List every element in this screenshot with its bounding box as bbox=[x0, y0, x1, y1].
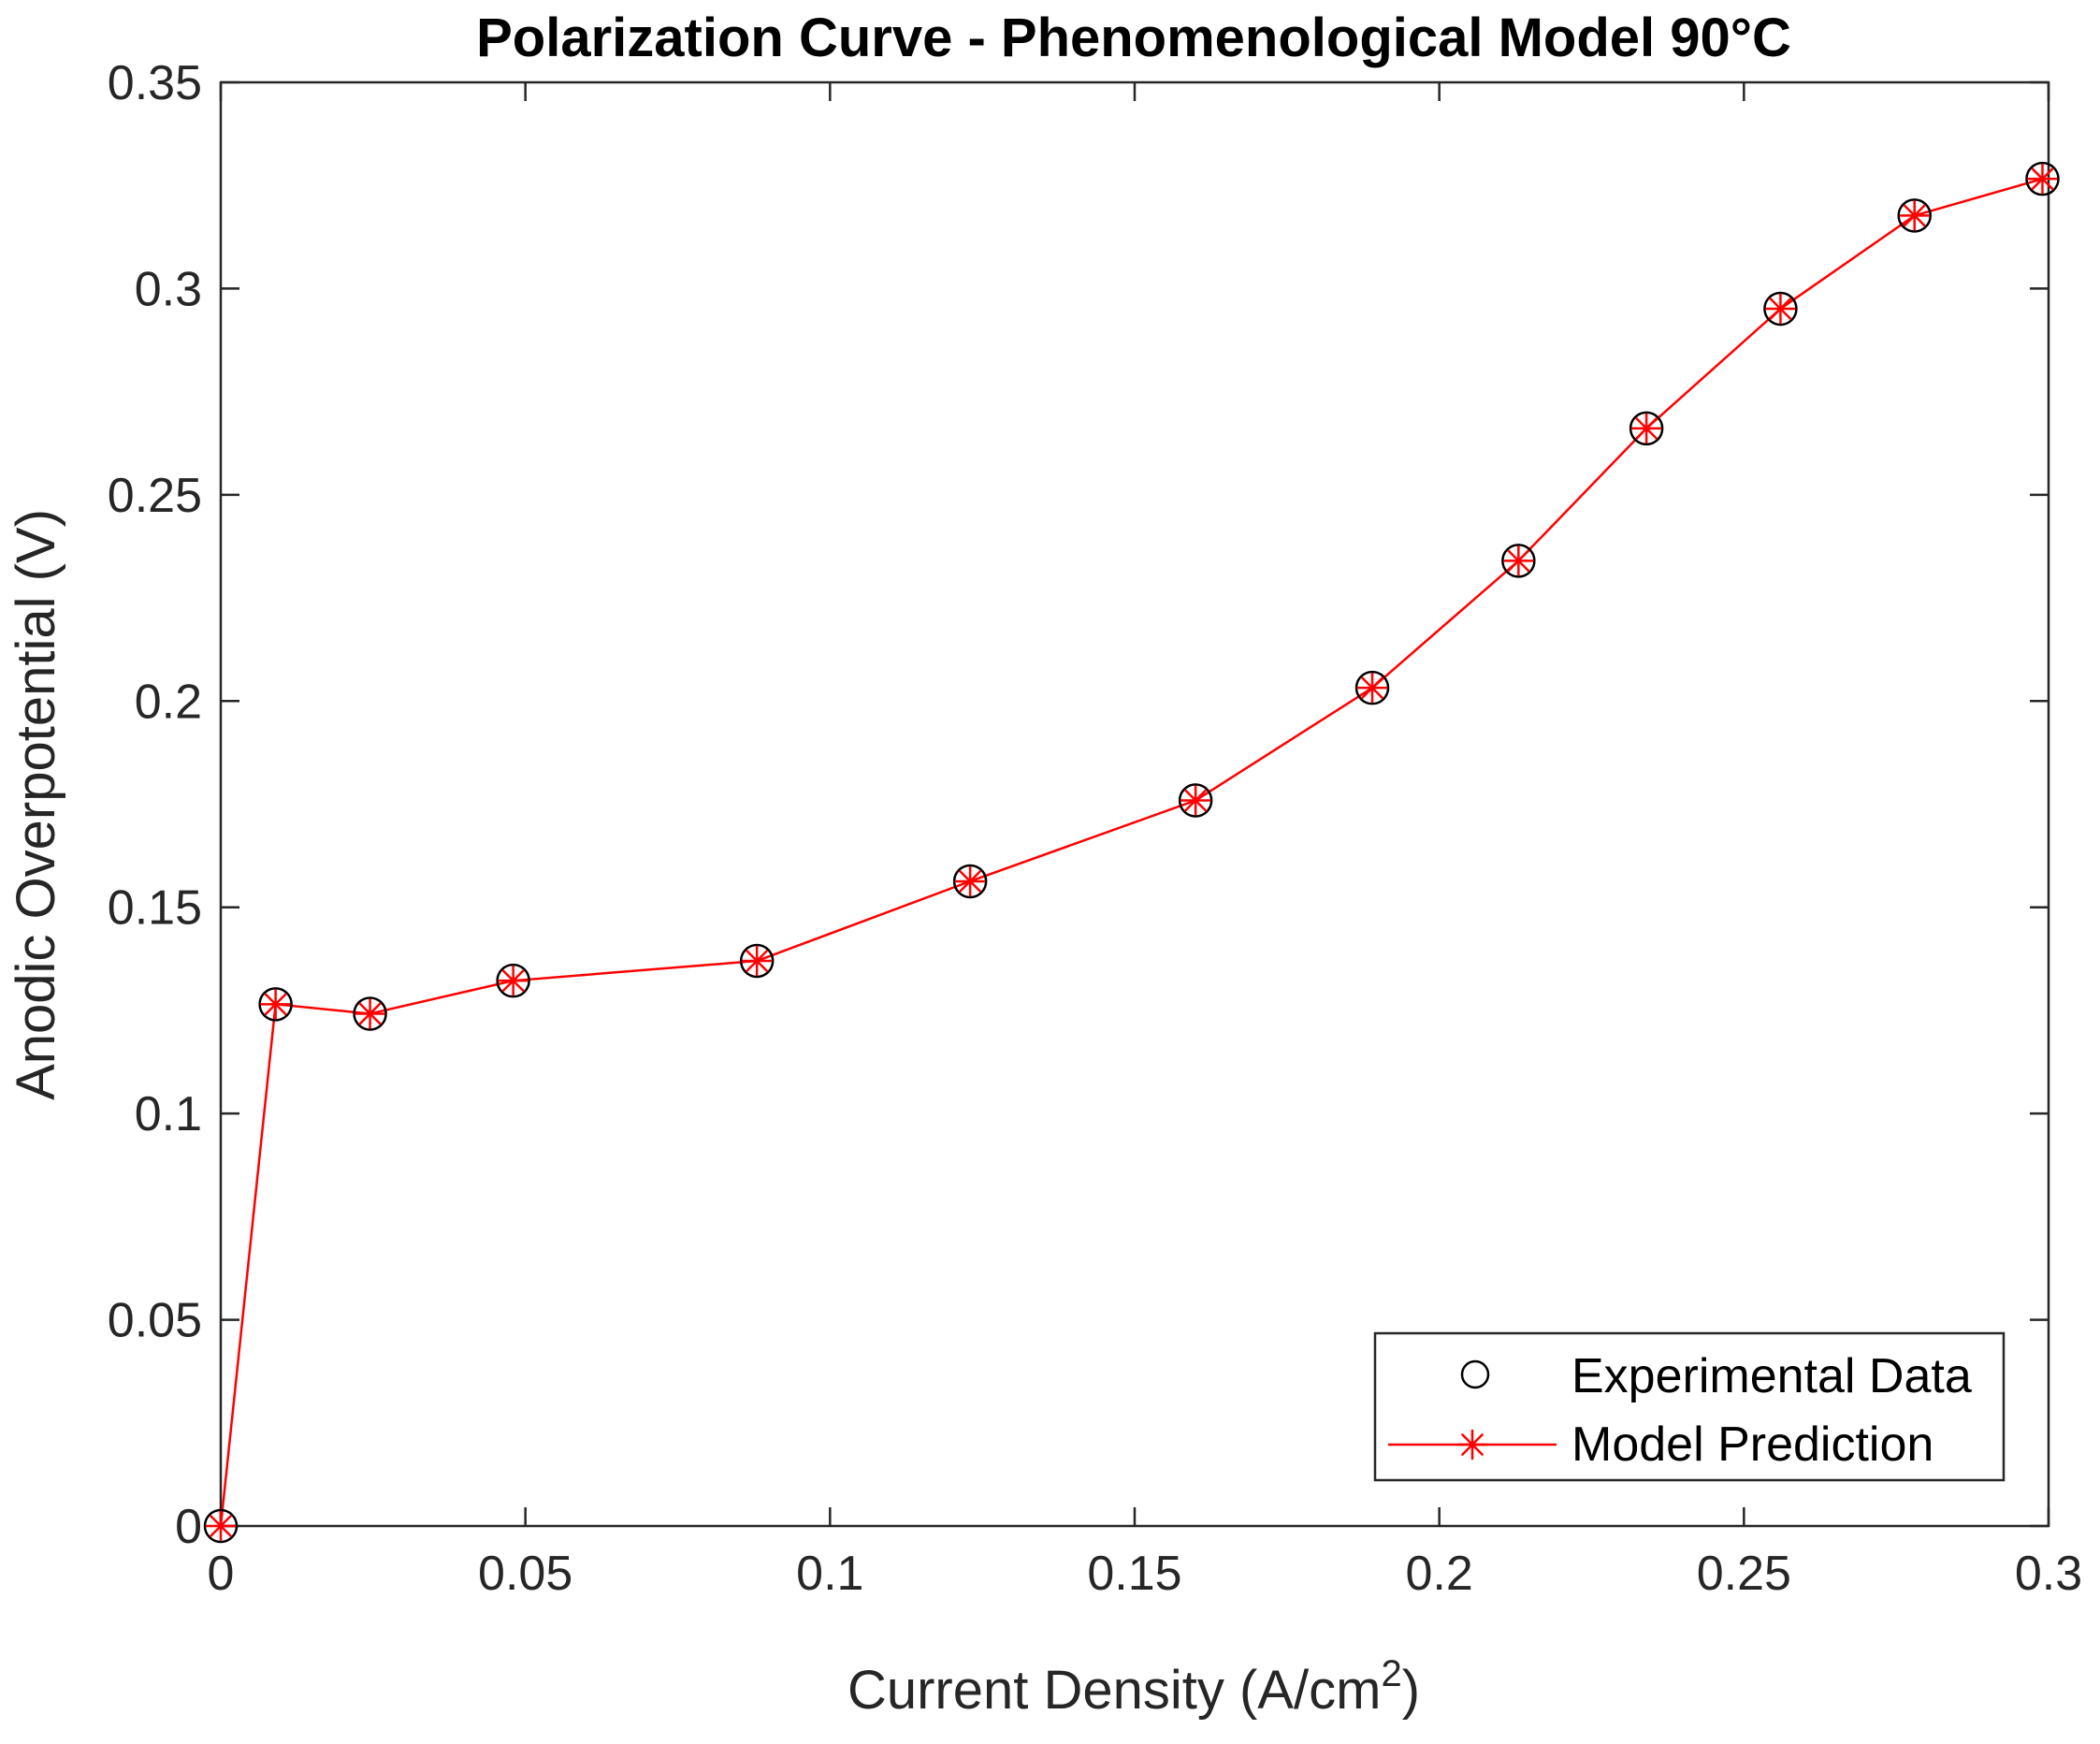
y-tick-label: 0.2 bbox=[135, 675, 202, 729]
x-tick-label: 0.2 bbox=[1406, 1547, 1473, 1601]
data-markers bbox=[203, 161, 2060, 1544]
x-axis-label-superscript: 2 bbox=[1381, 1653, 1401, 1694]
experimental-data-point bbox=[1897, 198, 1932, 233]
legend-box bbox=[1373, 1331, 2006, 1482]
model-prediction-point bbox=[741, 945, 773, 977]
legend-experimental-marker-icon bbox=[1460, 1359, 1490, 1389]
x-tick-label: 0.1 bbox=[796, 1547, 863, 1601]
x-axis-ticks: 0 0.05 0.1 0.15 0.2 0.25 0.3 bbox=[208, 82, 2082, 1601]
x-tick-label: 0.3 bbox=[2015, 1547, 2082, 1601]
y-axis-label: Anodic Overpotential (V) bbox=[6, 509, 66, 1100]
experimental-data-point bbox=[739, 943, 775, 979]
model-prediction-point bbox=[1356, 672, 1388, 704]
experimental-data-point bbox=[203, 1508, 239, 1544]
experimental-data-point bbox=[496, 963, 530, 998]
model-prediction-point bbox=[498, 965, 529, 996]
model-prediction-point bbox=[1899, 200, 1930, 231]
model-prediction-point bbox=[205, 1510, 237, 1542]
experimental-data-point bbox=[1629, 411, 1664, 446]
y-tick-label: 0.3 bbox=[135, 262, 202, 316]
legend-asterisk-shape bbox=[1456, 1429, 1488, 1461]
axes-box bbox=[219, 80, 2050, 1528]
experimental-data-point bbox=[1178, 783, 1213, 818]
experimental-data-point bbox=[952, 864, 988, 899]
legend: Experimental Data Model Prediction bbox=[1373, 1331, 2006, 1482]
y-tick-label: 0.1 bbox=[135, 1087, 202, 1141]
model-prediction-point bbox=[1180, 785, 1211, 816]
experimental-data-point bbox=[1354, 670, 1390, 705]
legend-model-marker-icon bbox=[1456, 1429, 1488, 1461]
experimental-data-point bbox=[2025, 161, 2060, 196]
y-tick-label: 0.25 bbox=[108, 469, 202, 523]
model-prediction-point bbox=[355, 998, 385, 1029]
experimental-data-point bbox=[1763, 291, 1798, 327]
x-tick-label: 0.05 bbox=[478, 1547, 572, 1601]
experimental-data-point bbox=[1501, 544, 1536, 578]
model-prediction-point bbox=[954, 865, 986, 897]
legend-experimental-label: Experimental Data bbox=[1571, 1349, 1972, 1403]
x-axis-label-main: Current Density (A/cm bbox=[847, 1660, 1381, 1721]
x-axis-label: Current Density (A/cm2) bbox=[847, 1653, 1420, 1721]
model-prediction-point bbox=[260, 989, 291, 1020]
y-tick-label: 0.35 bbox=[108, 56, 202, 110]
chart-title: Polarization Curve - Phenomenological Mo… bbox=[476, 7, 1791, 68]
legend-model-label: Model Prediction bbox=[1571, 1417, 1933, 1472]
x-tick-label: 0.15 bbox=[1087, 1547, 1181, 1601]
x-tick-label: 0.25 bbox=[1697, 1547, 1791, 1601]
experimental-data-point bbox=[258, 987, 293, 1022]
x-axis-label-suffix: ) bbox=[1402, 1660, 1420, 1721]
y-axis-ticks: 0 0.05 0.1 0.15 0.2 0.25 0.3 0.35 bbox=[108, 56, 2049, 1554]
model-prediction-point bbox=[1630, 413, 1662, 444]
model-prediction-point bbox=[1765, 293, 1796, 325]
experimental-data-point bbox=[353, 996, 387, 1031]
y-tick-label: 0.15 bbox=[108, 881, 202, 936]
y-tick-label: 0.05 bbox=[108, 1294, 202, 1348]
plot-area bbox=[219, 80, 2050, 1528]
y-tick-label: 0 bbox=[175, 1500, 202, 1554]
model-prediction-point bbox=[2027, 163, 2058, 195]
x-tick-label: 0 bbox=[208, 1547, 235, 1601]
model-prediction-point bbox=[1503, 545, 1534, 576]
